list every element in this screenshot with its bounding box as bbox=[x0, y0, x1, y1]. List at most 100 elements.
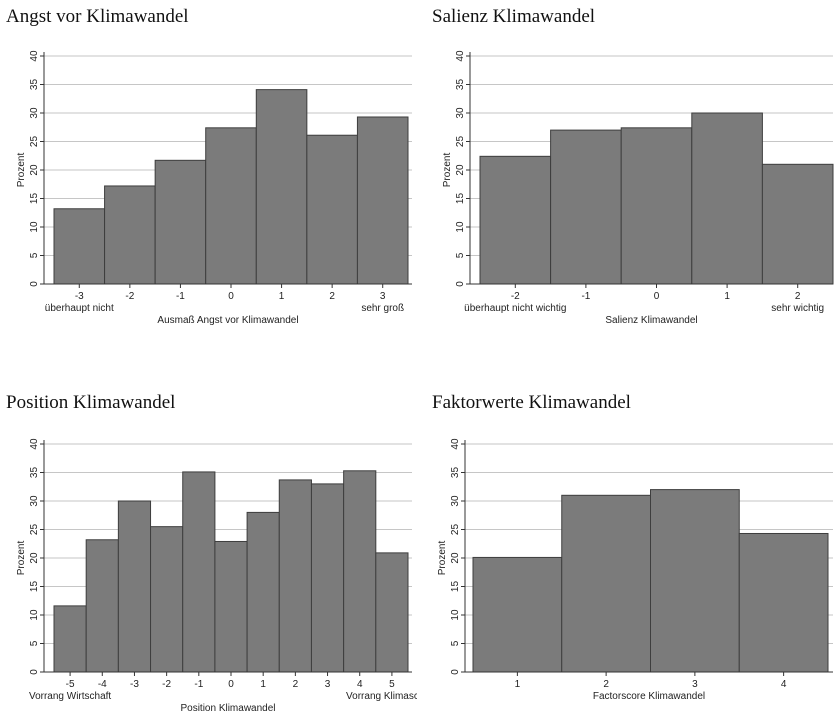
bar-4 bbox=[343, 470, 377, 673]
y-tick-label: 35 bbox=[29, 467, 40, 479]
x-tick-label: 0 bbox=[228, 291, 234, 302]
bar--2 bbox=[479, 155, 552, 285]
bar-0 bbox=[205, 127, 257, 285]
bar-1 bbox=[246, 511, 280, 673]
bar--1 bbox=[182, 471, 216, 673]
x-tick-label: -5 bbox=[66, 679, 75, 690]
y-tick-label: 30 bbox=[455, 107, 466, 119]
bar-0 bbox=[214, 540, 248, 673]
y-tick-label: 20 bbox=[29, 164, 40, 176]
x-tick-label: 2 bbox=[795, 291, 801, 302]
x-axis-label: Factorscore Klimawandel bbox=[593, 691, 705, 702]
x-tick-label: 1 bbox=[515, 679, 521, 690]
y-tick-label: 0 bbox=[450, 669, 461, 675]
x-tick-label: 1 bbox=[260, 679, 266, 690]
x-tick-label: 4 bbox=[357, 679, 363, 690]
x-axis-label: Salienz Klimawandel bbox=[605, 315, 697, 326]
x-tick-label: 0 bbox=[228, 679, 234, 690]
x-extra-label-left: überhaupt nicht wichtig bbox=[464, 303, 566, 314]
chart-title-position: Position Klimawandel bbox=[6, 392, 176, 413]
bar-1 bbox=[255, 89, 308, 285]
y-tick-label: 30 bbox=[29, 495, 40, 507]
y-tick-label: 0 bbox=[29, 281, 40, 287]
y-tick-label: 5 bbox=[455, 252, 466, 258]
y-tick-label: 10 bbox=[455, 221, 466, 233]
bar--1 bbox=[154, 159, 207, 285]
x-tick-label: 1 bbox=[279, 291, 285, 302]
y-tick-label: 20 bbox=[450, 552, 461, 564]
x-tick-label: 5 bbox=[389, 679, 395, 690]
bar--4 bbox=[85, 539, 119, 673]
x-tick-label: -2 bbox=[125, 291, 134, 302]
bar--2 bbox=[150, 526, 184, 673]
y-tick-label: 35 bbox=[450, 467, 461, 479]
bar--3 bbox=[53, 208, 106, 285]
y-tick-label: 10 bbox=[29, 609, 40, 621]
x-tick-label: 2 bbox=[293, 679, 299, 690]
x-axis-label: Position Klimawandel bbox=[180, 703, 275, 714]
y-tick-label: 25 bbox=[29, 524, 40, 536]
x-tick-label: -2 bbox=[511, 291, 520, 302]
bar-0 bbox=[620, 127, 693, 285]
bar-5 bbox=[375, 552, 409, 673]
chart-angst: 0 5 10 15 20 25 30 35 40 Prozent -3 -2 -1 0 1 2 3 überhau… bbox=[16, 50, 412, 326]
x-tick-label: 4 bbox=[781, 679, 787, 690]
x-tick-label: -3 bbox=[75, 291, 84, 302]
x-tick-label: -1 bbox=[194, 679, 203, 690]
chart-title-salienz: Salienz Klimawandel bbox=[432, 6, 596, 27]
bar--3 bbox=[117, 500, 152, 673]
y-tick-label: 35 bbox=[455, 79, 466, 91]
x-tick-label: -1 bbox=[581, 291, 590, 302]
x-extra-label-right: Vorrang Klimaschutz bbox=[346, 691, 417, 702]
y-tick-label: 40 bbox=[29, 50, 40, 62]
bar-2 bbox=[761, 163, 834, 285]
y-tick-label: 15 bbox=[450, 581, 461, 593]
x-extra-label-right: sehr wichtig bbox=[771, 303, 824, 314]
bar-2 bbox=[278, 479, 312, 673]
x-extra-label-left: überhaupt nicht bbox=[45, 303, 114, 314]
bar-2 bbox=[306, 134, 358, 285]
x-tick-label: -4 bbox=[98, 679, 107, 690]
y-tick-label: 35 bbox=[29, 79, 40, 91]
chart-title-angst: Angst vor Klimawandel bbox=[6, 6, 189, 27]
x-tick-label: 3 bbox=[380, 291, 386, 302]
chart-salienz: 0 5 10 15 20 25 30 35 40 Prozent -2 -1 0 1 2 überhaupt … bbox=[442, 50, 834, 326]
x-extra-label-right: sehr groß bbox=[361, 303, 404, 314]
x-tick-label: 2 bbox=[329, 291, 335, 302]
y-axis-label: Prozent bbox=[442, 153, 453, 188]
x-tick-label: 2 bbox=[603, 679, 609, 690]
y-tick-label: 0 bbox=[455, 281, 466, 287]
y-tick-label: 5 bbox=[29, 640, 40, 646]
y-tick-label: 15 bbox=[455, 193, 466, 205]
y-tick-label: 40 bbox=[450, 438, 461, 450]
y-tick-label: 10 bbox=[29, 221, 40, 233]
bar-3 bbox=[310, 483, 345, 673]
y-tick-label: 30 bbox=[29, 107, 40, 119]
x-tick-label: 0 bbox=[654, 291, 660, 302]
y-tick-label: 5 bbox=[450, 640, 461, 646]
bar-2 bbox=[561, 494, 651, 673]
y-tick-label: 30 bbox=[450, 495, 461, 507]
bar--2 bbox=[104, 185, 156, 285]
bar-1 bbox=[472, 556, 563, 673]
y-tick-label: 15 bbox=[29, 193, 40, 205]
x-tick-label: -3 bbox=[130, 679, 139, 690]
y-tick-label: 25 bbox=[455, 136, 466, 148]
y-tick-label: 20 bbox=[455, 164, 466, 176]
bar--1 bbox=[550, 129, 622, 285]
x-tick-label: 3 bbox=[325, 679, 331, 690]
y-tick-label: 10 bbox=[450, 609, 461, 621]
x-tick-label: 1 bbox=[724, 291, 730, 302]
chart-faktor: 0 5 10 15 20 25 30 35 40 Prozent 1 2 3 4 Factorscore K… bbox=[437, 438, 833, 702]
bar-3 bbox=[356, 116, 409, 285]
bar--5 bbox=[53, 605, 87, 673]
y-tick-label: 5 bbox=[29, 252, 40, 258]
x-tick-label: -1 bbox=[176, 291, 185, 302]
y-tick-label: 25 bbox=[450, 524, 461, 536]
bar-3 bbox=[650, 489, 740, 673]
x-extra-label-left: Vorrang Wirtschaft bbox=[29, 691, 111, 702]
bar-1 bbox=[691, 112, 763, 285]
y-axis-label: Prozent bbox=[16, 541, 27, 576]
y-axis-label: Prozent bbox=[16, 153, 27, 188]
